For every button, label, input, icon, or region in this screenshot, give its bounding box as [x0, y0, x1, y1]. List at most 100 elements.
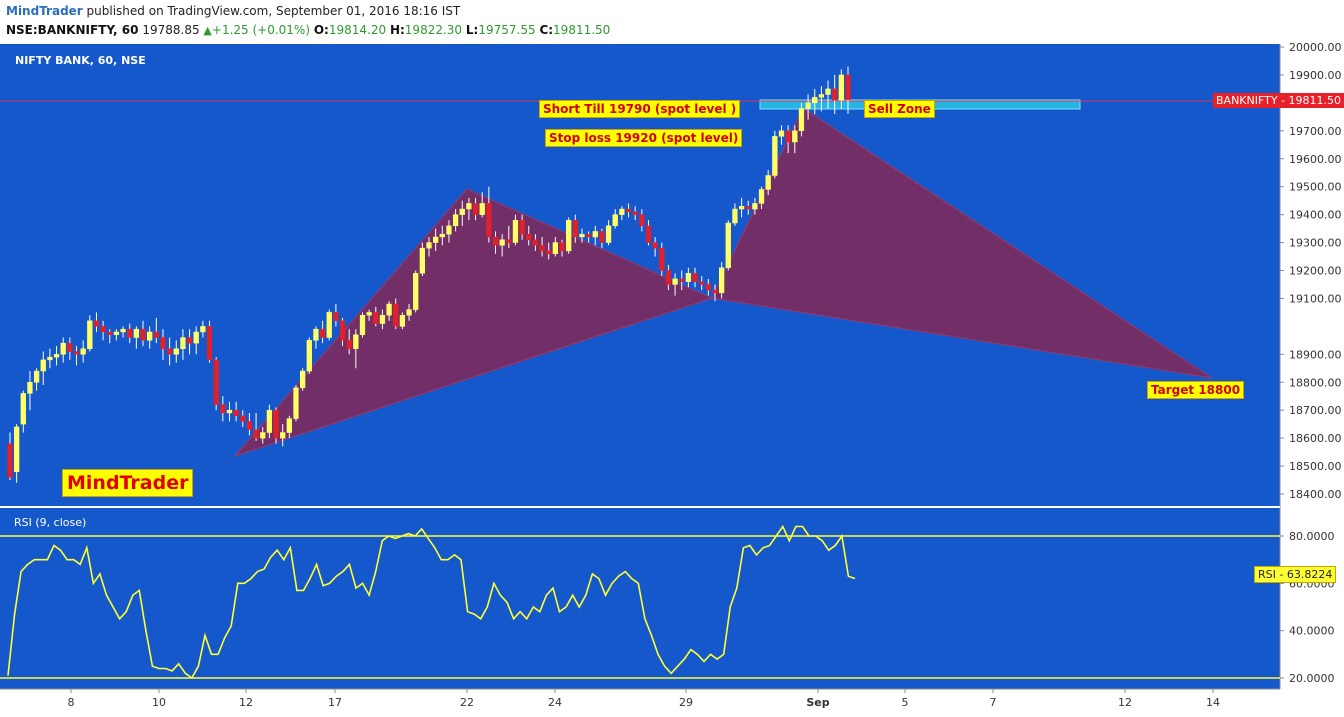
candle: [273, 407, 279, 444]
candle: [785, 125, 791, 154]
time-tick-label: 10: [152, 696, 166, 709]
time-tick-label: 24: [548, 696, 562, 709]
candle: [40, 351, 46, 386]
last-price: 19788.85: [142, 23, 200, 37]
candle: [512, 214, 519, 246]
time-tick-label: 17: [328, 696, 342, 709]
candle: [286, 415, 292, 439]
candle: [113, 329, 120, 341]
time-tick-label: 12: [239, 696, 253, 709]
rsi-pane-background[interactable]: [0, 508, 1280, 689]
candle: [399, 312, 406, 330]
candle: [220, 396, 226, 422]
candle: [366, 309, 372, 321]
candle: [306, 337, 312, 374]
candle: [605, 220, 612, 246]
candle: [53, 345, 60, 366]
candle: [393, 298, 399, 330]
time-tick-label: 12: [1118, 696, 1132, 709]
candle: [466, 197, 472, 221]
candle: [665, 264, 672, 291]
candle: [506, 225, 512, 249]
candle: [419, 242, 425, 277]
candle: [792, 125, 798, 154]
candle: [832, 74, 838, 115]
candle: [426, 236, 432, 257]
candle: [532, 234, 539, 251]
time-tick-label: 5: [902, 696, 909, 709]
pattern-left-wing: [233, 188, 714, 458]
time-axis-ticks: 8 10 12 17 22 24 29 Sep 5 7 12 14: [68, 689, 1220, 709]
candle: [805, 94, 811, 120]
price-tick-label: 18400.00: [1289, 488, 1342, 501]
price-tick-label: 19500.00: [1289, 181, 1342, 194]
candle: [133, 326, 140, 349]
sell-zone-label: Sell Zone: [864, 100, 935, 118]
candle: [100, 320, 106, 341]
price-tick-label: 18800.00: [1289, 376, 1342, 389]
candle: [14, 424, 20, 483]
ohlc-line: NSE:BANKNIFTY, 60 19788.85 ▲+1.25 (+0.01…: [6, 23, 610, 37]
candle: [280, 424, 286, 447]
candle: [7, 432, 13, 481]
close-label: C:: [539, 23, 554, 37]
candle: [692, 267, 698, 288]
ticker-price-tag: BANKNIFTY - 19811.50: [1213, 93, 1344, 108]
price-tick-label: 19900.00: [1289, 69, 1342, 82]
candle: [499, 234, 505, 257]
candle: [632, 206, 638, 221]
price-tick-label: 19400.00: [1289, 209, 1342, 222]
candle: [732, 203, 738, 226]
ticker-name: BANKNIFTY: [1216, 94, 1278, 107]
time-tick-label: 14: [1206, 696, 1220, 709]
candle: [433, 228, 439, 251]
candle: [47, 348, 53, 369]
high-label: H:: [389, 23, 405, 37]
candle: [546, 242, 552, 260]
candle: [772, 130, 778, 179]
candle: [645, 220, 652, 246]
candle: [87, 315, 93, 352]
price-tick-label: 19100.00: [1289, 292, 1342, 305]
candle: [825, 80, 831, 109]
candle: [712, 284, 718, 302]
time-tick-label: 7: [990, 696, 997, 709]
candle: [233, 401, 239, 422]
x-axis-background[interactable]: [0, 689, 1344, 717]
candlestick-series: [7, 66, 851, 483]
candle: [33, 368, 40, 391]
rsi-tag-value: 63.8224: [1286, 568, 1333, 581]
candle: [120, 326, 126, 338]
price-tick-label: 18500.00: [1289, 460, 1342, 473]
candle: [127, 323, 133, 344]
candle: [200, 320, 206, 338]
price-change: +1.25 (+0.01%): [211, 23, 311, 37]
candle: [166, 337, 173, 366]
candle: [266, 404, 273, 439]
y-axis-background[interactable]: [1280, 44, 1344, 689]
rsi-tick-label: 40.0000: [1289, 625, 1335, 638]
candle: [253, 412, 259, 441]
candle: [206, 320, 213, 363]
candle: [625, 203, 632, 218]
candle: [492, 231, 499, 254]
candle: [599, 228, 605, 249]
candle: [639, 209, 645, 232]
candle: [333, 304, 339, 327]
candle: [685, 267, 692, 288]
candle: [73, 345, 80, 366]
candle: [672, 273, 678, 296]
candle: [579, 228, 585, 243]
candle: [240, 410, 246, 427]
candle: [140, 320, 146, 346]
candle: [213, 357, 219, 411]
candle: [566, 217, 572, 254]
open-value: 19814.20: [328, 23, 387, 37]
close-value: 19811.50: [553, 23, 611, 37]
candle: [765, 169, 771, 196]
author-name[interactable]: MindTrader: [6, 4, 83, 18]
symbol-label: NSE:BANKNIFTY, 60: [6, 23, 139, 37]
candle: [20, 390, 26, 433]
price-tick-label: 19600.00: [1289, 153, 1342, 166]
